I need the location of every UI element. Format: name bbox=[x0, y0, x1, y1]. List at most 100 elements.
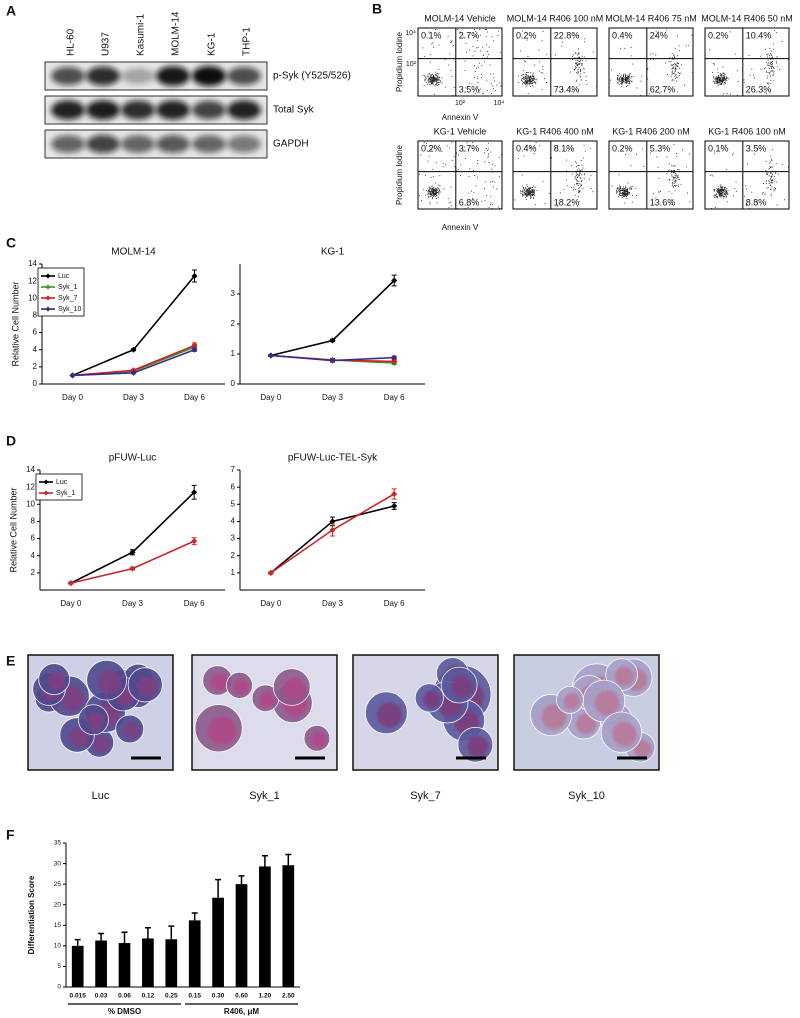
flow-dot bbox=[471, 147, 473, 149]
flow-dot bbox=[487, 149, 489, 151]
flow-dot bbox=[723, 82, 725, 84]
flow-dot bbox=[581, 179, 583, 181]
flow-dot bbox=[438, 79, 440, 81]
y-tick-label: 4 bbox=[31, 551, 36, 560]
flow-y-tick: 10² bbox=[406, 61, 417, 68]
flow-dot bbox=[716, 78, 718, 80]
flow-dot bbox=[676, 177, 678, 179]
flow-dot bbox=[716, 188, 718, 190]
flow-dot bbox=[431, 77, 433, 79]
series-line bbox=[72, 275, 196, 377]
flow-dot bbox=[433, 196, 435, 197]
flow-dot bbox=[766, 93, 767, 95]
flow-dot bbox=[527, 192, 529, 194]
flow-dot bbox=[431, 83, 433, 85]
flow-dot bbox=[527, 190, 529, 192]
flow-dot bbox=[729, 31, 731, 33]
flow-dot bbox=[674, 57, 675, 59]
flow-dot bbox=[531, 82, 533, 84]
flow-dot bbox=[432, 78, 434, 80]
flow-dot bbox=[621, 197, 623, 198]
flow-dot bbox=[435, 73, 437, 75]
flow-dot bbox=[485, 29, 487, 30]
flow-dot bbox=[672, 186, 674, 188]
flow-dot bbox=[422, 74, 424, 76]
flow-dot bbox=[784, 199, 785, 201]
flow-dot bbox=[426, 142, 427, 144]
flow-dot bbox=[618, 73, 620, 74]
flow-dot bbox=[622, 190, 624, 192]
flow-dot bbox=[530, 189, 532, 191]
flow-dot bbox=[577, 71, 579, 73]
point-marker bbox=[391, 503, 398, 509]
flow-dot bbox=[578, 200, 580, 202]
flow-y-label: Propidium Iodine bbox=[395, 144, 404, 205]
flow-dot bbox=[636, 87, 638, 89]
flow-dot bbox=[432, 168, 434, 170]
flow-dot bbox=[497, 35, 499, 36]
flow-y-label: Propidium Iodine bbox=[395, 31, 404, 92]
flow-dot bbox=[433, 191, 435, 193]
flow-dot bbox=[428, 186, 430, 188]
flow-dot bbox=[491, 208, 493, 209]
flow-dot bbox=[525, 80, 527, 82]
flow-dot bbox=[724, 195, 726, 197]
blot-row-label: GAPDH bbox=[273, 139, 309, 150]
flow-dot bbox=[525, 199, 527, 201]
flow-dot bbox=[767, 53, 769, 55]
flow-dot bbox=[522, 194, 524, 196]
flow-dot bbox=[623, 189, 625, 191]
flow-dot bbox=[727, 201, 729, 203]
x-tick-label: Day 6 bbox=[384, 599, 405, 608]
flow-dot bbox=[435, 188, 437, 190]
flow-dot bbox=[436, 77, 438, 79]
x-tick-label: Day 3 bbox=[322, 393, 343, 402]
flow-dot bbox=[584, 38, 586, 40]
flow-dot bbox=[574, 68, 575, 70]
y-tick-label: 2 bbox=[231, 319, 236, 328]
flow-dot bbox=[531, 194, 533, 196]
flow-dot bbox=[673, 181, 675, 183]
flow-dot bbox=[735, 181, 737, 183]
quadrant-lr: 62.7% bbox=[650, 84, 676, 94]
flow-dot bbox=[482, 93, 484, 95]
flow-dot bbox=[579, 183, 581, 185]
flow-dot bbox=[534, 81, 536, 83]
flow-dot bbox=[746, 163, 748, 165]
flow-dot bbox=[428, 31, 430, 33]
flow-dot bbox=[435, 190, 437, 192]
flow-dot bbox=[768, 180, 770, 182]
flow-dot bbox=[522, 187, 524, 189]
flow-dot bbox=[522, 185, 524, 187]
flow-dot bbox=[723, 193, 725, 195]
flow-dot bbox=[434, 146, 435, 148]
flow-dot bbox=[719, 192, 721, 194]
point-marker bbox=[391, 277, 398, 284]
flow-dot bbox=[431, 188, 433, 190]
flow-dot bbox=[579, 73, 581, 75]
flow-dot bbox=[718, 82, 720, 84]
flow-dot bbox=[526, 79, 528, 80]
series-line bbox=[270, 279, 395, 357]
flow-dot bbox=[720, 189, 722, 191]
flow-dot bbox=[653, 59, 655, 61]
flow-dot bbox=[671, 164, 673, 166]
lane-label: HL-60 bbox=[66, 28, 77, 56]
flow-dot bbox=[726, 193, 728, 195]
nucleus bbox=[59, 686, 85, 711]
flow-dot bbox=[433, 190, 435, 192]
flow-dot bbox=[451, 142, 453, 144]
quadrant-ul: 0.2% bbox=[612, 143, 633, 153]
flow-dot bbox=[431, 82, 433, 84]
flow-dot bbox=[770, 188, 771, 190]
flow-dot bbox=[518, 82, 520, 83]
flow-dot bbox=[774, 30, 776, 31]
flow-dot bbox=[767, 83, 769, 85]
y-tick-label: 7 bbox=[231, 465, 236, 474]
series-line bbox=[70, 540, 195, 584]
flow-frame bbox=[417, 27, 503, 97]
flow-dot bbox=[720, 84, 721, 85]
flow-dot bbox=[520, 192, 522, 194]
flow-dot bbox=[622, 81, 624, 82]
